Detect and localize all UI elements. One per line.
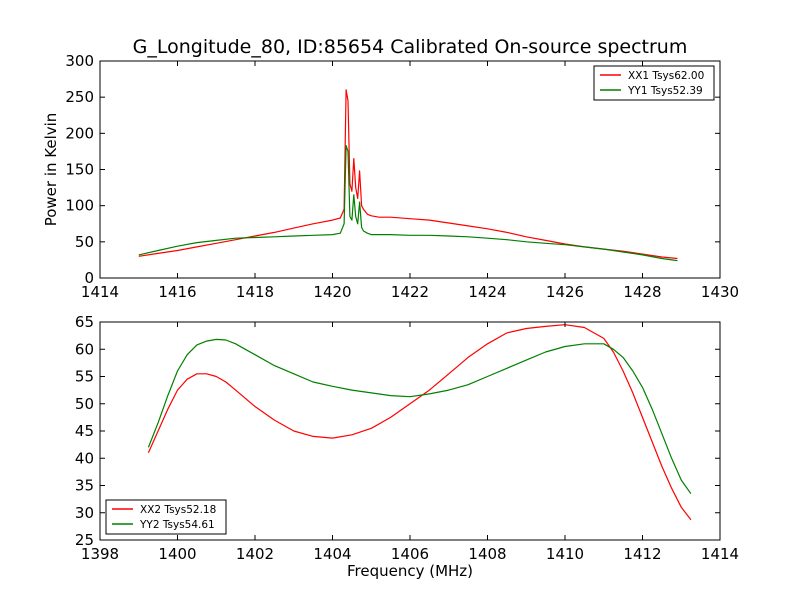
legend-entry: XX2 Tsys52.18: [140, 504, 216, 516]
y-axis-label: Power in Kelvin: [42, 113, 60, 227]
x-tick-label: 1400: [158, 545, 196, 563]
x-tick-label: 1424: [468, 283, 506, 301]
y-tick-label: 55: [75, 368, 94, 386]
legend-entry: YY2 Tsys54.61: [139, 519, 215, 531]
y-tick-label: 35: [75, 477, 94, 495]
y-tick-label: 50: [75, 395, 94, 413]
x-tick-label: 1408: [468, 545, 506, 563]
y-tick-label: 45: [75, 422, 94, 440]
series-line-2: [138, 145, 678, 262]
x-axis-label: Frequency (MHz): [347, 562, 473, 580]
y-tick-label: 250: [65, 88, 94, 106]
x-tick-label: 1430: [701, 283, 739, 301]
y-tick-label: 150: [65, 161, 94, 179]
chart-title: G_Longitude_80, ID:85654 Calibrated On-s…: [133, 36, 688, 58]
legend: XX1 Tsys62.00 YY1 Tsys52.39: [593, 65, 715, 101]
y-tick-label: 200: [65, 124, 94, 142]
y-tick-label: 40: [75, 449, 94, 467]
y-tick-label: 50: [75, 233, 94, 251]
x-tick-label: 1418: [236, 283, 274, 301]
legend-box: [105, 499, 227, 535]
y-tick-label: 0: [84, 269, 94, 287]
x-tick-label: 1414: [701, 545, 739, 563]
x-tick-label: 1406: [391, 545, 429, 563]
y-tick-label: 25: [75, 531, 94, 549]
x-tick-label: 1410: [546, 545, 584, 563]
x-tick-label: 1404: [313, 545, 351, 563]
legend-entry: XX1 Tsys62.00: [628, 70, 704, 82]
x-tick-label: 1428: [623, 283, 661, 301]
y-tick-label: 300: [65, 52, 94, 70]
series-line-1: [147, 324, 692, 521]
x-tick-label: 1422: [391, 283, 429, 301]
y-tick-label: 65: [75, 313, 94, 331]
series-line-2: [147, 338, 692, 495]
x-tick-label: 1402: [236, 545, 274, 563]
series-line-1: [138, 89, 678, 260]
y-tick-label: 60: [75, 340, 94, 358]
x-tick-label: 1412: [623, 545, 661, 563]
y-tick-label: 100: [65, 197, 94, 215]
legend: XX2 Tsys52.18 YY2 Tsys54.61: [105, 499, 227, 535]
x-tick-label: 1414: [81, 283, 119, 301]
x-tick-label: 1426: [546, 283, 584, 301]
legend-box: [593, 65, 715, 101]
x-tick-label: 1420: [313, 283, 351, 301]
top-panel-xx1-yy1: 1414 1416 1418 1420 1422 1424 1426 1428 1430 0 50 1…: [42, 52, 739, 301]
bottom-panel-xx2-yy2: 1398 1400 1402 1404 1406 1408 1410 1412 1414 25 30…: [75, 313, 739, 580]
y-tick-label: 30: [75, 504, 94, 522]
x-tick-label: 1398: [81, 545, 119, 563]
x-tick-label: 1416: [158, 283, 196, 301]
legend-entry: YY1 Tsys52.39: [627, 85, 703, 97]
